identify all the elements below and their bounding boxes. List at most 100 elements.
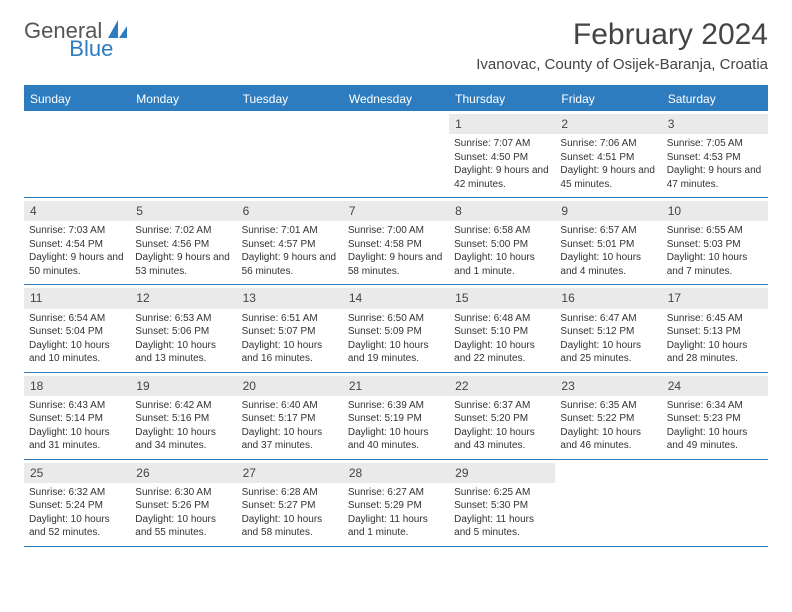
day-cell: 2 Sunrise: 7:06 AMSunset: 4:51 PMDaylight…: [555, 111, 661, 197]
day-cell: 21Sunrise: 6:39 AMSunset: 5:19 PMDayligh…: [343, 373, 449, 459]
day-number: [343, 114, 449, 118]
day-sunrise: Sunrise: 7:05 AM: [667, 137, 763, 151]
logo-text-blue: Blue: [69, 36, 113, 62]
day-sunset: Sunset: 5:13 PM: [667, 325, 763, 339]
day-number: 15: [449, 288, 555, 308]
day-cell: 5Sunrise: 7:02 AMSunset: 4:56 PMDaylight…: [130, 198, 236, 284]
day-number: 17: [662, 288, 768, 308]
day-number: 23: [555, 376, 661, 396]
day-sunrise: Sunrise: 6:27 AM: [348, 486, 444, 500]
day-number: 19: [130, 376, 236, 396]
day-sunrise: Sunrise: 6:57 AM: [560, 224, 656, 238]
day-sunrise: Sunrise: 6:45 AM: [667, 312, 763, 326]
day-daylight: Daylight: 10 hours and 28 minutes.: [667, 339, 763, 366]
day-sunrise: Sunrise: 7:00 AM: [348, 224, 444, 238]
day-sunrise: Sunrise: 6:50 AM: [348, 312, 444, 326]
day-sunset: Sunset: 5:04 PM: [29, 325, 125, 339]
day-number: 1: [449, 114, 555, 134]
day-cell: 28Sunrise: 6:27 AMSunset: 5:29 PMDayligh…: [343, 460, 449, 546]
day-number: 12: [130, 288, 236, 308]
day-number: [662, 463, 768, 467]
day-sunrise: Sunrise: 6:32 AM: [29, 486, 125, 500]
day-sunrise: Sunrise: 6:43 AM: [29, 399, 125, 413]
day-cell: 3Sunrise: 7:05 AMSunset: 4:53 PMDaylight…: [662, 111, 768, 197]
calendar: Sunday Monday Tuesday Wednesday Thursday…: [24, 85, 768, 547]
day-daylight: Daylight: 10 hours and 52 minutes.: [29, 513, 125, 540]
day-sunset: Sunset: 4:50 PM: [454, 151, 550, 165]
day-sunset: Sunset: 5:17 PM: [242, 412, 338, 426]
day-sunset: Sunset: 5:19 PM: [348, 412, 444, 426]
day-cell: [130, 111, 236, 197]
day-cell: 22Sunrise: 6:37 AMSunset: 5:20 PMDayligh…: [449, 373, 555, 459]
day-sunset: Sunset: 4:58 PM: [348, 238, 444, 252]
day-sunset: Sunset: 5:30 PM: [454, 499, 550, 513]
weekday-monday: Monday: [130, 87, 236, 111]
weekday-header-row: Sunday Monday Tuesday Wednesday Thursday…: [24, 85, 768, 111]
day-sunset: Sunset: 5:00 PM: [454, 238, 550, 252]
day-daylight: Daylight: 10 hours and 40 minutes.: [348, 426, 444, 453]
day-sunset: Sunset: 5:26 PM: [135, 499, 231, 513]
day-number: [555, 463, 661, 467]
day-daylight: Daylight: 9 hours and 45 minutes.: [560, 164, 656, 191]
day-cell: 18Sunrise: 6:43 AMSunset: 5:14 PMDayligh…: [24, 373, 130, 459]
day-daylight: Daylight: 10 hours and 16 minutes.: [242, 339, 338, 366]
day-sunset: Sunset: 4:54 PM: [29, 238, 125, 252]
day-daylight: Daylight: 9 hours and 50 minutes.: [29, 251, 125, 278]
day-sunset: Sunset: 5:12 PM: [560, 325, 656, 339]
day-number: 2: [555, 114, 661, 134]
weekday-friday: Friday: [555, 87, 661, 111]
day-sunrise: Sunrise: 7:06 AM: [560, 137, 656, 151]
day-sunrise: Sunrise: 6:47 AM: [560, 312, 656, 326]
day-daylight: Daylight: 11 hours and 1 minute.: [348, 513, 444, 540]
day-daylight: Daylight: 9 hours and 58 minutes.: [348, 251, 444, 278]
day-number: 10: [662, 201, 768, 221]
day-sunset: Sunset: 5:20 PM: [454, 412, 550, 426]
day-cell: 6Sunrise: 7:01 AMSunset: 4:57 PMDaylight…: [237, 198, 343, 284]
day-cell: 26Sunrise: 6:30 AMSunset: 5:26 PMDayligh…: [130, 460, 236, 546]
day-sunrise: Sunrise: 7:02 AM: [135, 224, 231, 238]
day-sunset: Sunset: 5:10 PM: [454, 325, 550, 339]
day-number: 26: [130, 463, 236, 483]
day-number: 22: [449, 376, 555, 396]
day-daylight: Daylight: 10 hours and 7 minutes.: [667, 251, 763, 278]
day-cell: [24, 111, 130, 197]
day-cell: 13Sunrise: 6:51 AMSunset: 5:07 PMDayligh…: [237, 285, 343, 371]
week-row: 4Sunrise: 7:03 AMSunset: 4:54 PMDaylight…: [24, 198, 768, 285]
day-number: 6: [237, 201, 343, 221]
day-sunset: Sunset: 4:51 PM: [560, 151, 656, 165]
day-sunset: Sunset: 5:09 PM: [348, 325, 444, 339]
day-cell: [555, 460, 661, 546]
day-cell: 15Sunrise: 6:48 AMSunset: 5:10 PMDayligh…: [449, 285, 555, 371]
day-daylight: Daylight: 10 hours and 22 minutes.: [454, 339, 550, 366]
day-sunset: Sunset: 4:53 PM: [667, 151, 763, 165]
day-daylight: Daylight: 10 hours and 43 minutes.: [454, 426, 550, 453]
day-number: 8: [449, 201, 555, 221]
day-number: 14: [343, 288, 449, 308]
day-sunrise: Sunrise: 7:07 AM: [454, 137, 550, 151]
week-row: 25Sunrise: 6:32 AMSunset: 5:24 PMDayligh…: [24, 460, 768, 547]
weeks-container: 1 Sunrise: 7:07 AMSunset: 4:50 PM Daylight…: [24, 111, 768, 547]
day-daylight: Daylight: 10 hours and 49 minutes.: [667, 426, 763, 453]
day-daylight: Daylight: 10 hours and 13 minutes.: [135, 339, 231, 366]
day-sunset: Sunset: 5:29 PM: [348, 499, 444, 513]
day-cell: 9Sunrise: 6:57 AMSunset: 5:01 PMDaylight…: [555, 198, 661, 284]
day-sunset: Sunset: 5:07 PM: [242, 325, 338, 339]
day-daylight: Daylight: 10 hours and 46 minutes.: [560, 426, 656, 453]
day-daylight: Daylight: 10 hours and 1 minute.: [454, 251, 550, 278]
day-daylight: Daylight: 9 hours and 53 minutes.: [135, 251, 231, 278]
day-cell: 1Sunrise: 7:07 AMSunset: 4:50 PMDaylight…: [449, 111, 555, 197]
week-row: 18Sunrise: 6:43 AMSunset: 5:14 PMDayligh…: [24, 373, 768, 460]
day-daylight: Daylight: 10 hours and 37 minutes.: [242, 426, 338, 453]
day-sunset: Sunset: 5:06 PM: [135, 325, 231, 339]
day-daylight: Daylight: 10 hours and 10 minutes.: [29, 339, 125, 366]
day-sunset: Sunset: 5:27 PM: [242, 499, 338, 513]
day-sunset: Sunset: 5:16 PM: [135, 412, 231, 426]
day-number: 9: [555, 201, 661, 221]
day-cell: 25Sunrise: 6:32 AMSunset: 5:24 PMDayligh…: [24, 460, 130, 546]
day-number: 13: [237, 288, 343, 308]
weekday-tuesday: Tuesday: [237, 87, 343, 111]
day-daylight: Daylight: 11 hours and 5 minutes.: [454, 513, 550, 540]
weekday-saturday: Saturday: [662, 87, 768, 111]
day-number: 5: [130, 201, 236, 221]
day-cell: 29Sunrise: 6:25 AMSunset: 5:30 PMDayligh…: [449, 460, 555, 546]
